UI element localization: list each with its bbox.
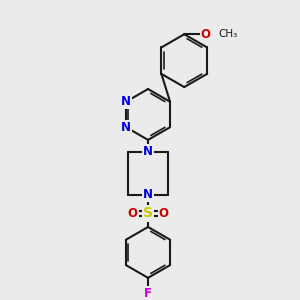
Text: O: O [128, 207, 137, 220]
Text: O: O [201, 28, 211, 41]
Text: O: O [159, 207, 169, 220]
Text: CH₃: CH₃ [218, 29, 238, 39]
Text: N: N [121, 121, 131, 134]
Text: N: N [121, 95, 131, 108]
Text: S: S [143, 206, 153, 220]
Text: F: F [144, 287, 152, 300]
Text: N: N [143, 145, 153, 158]
Text: N: N [143, 188, 153, 201]
